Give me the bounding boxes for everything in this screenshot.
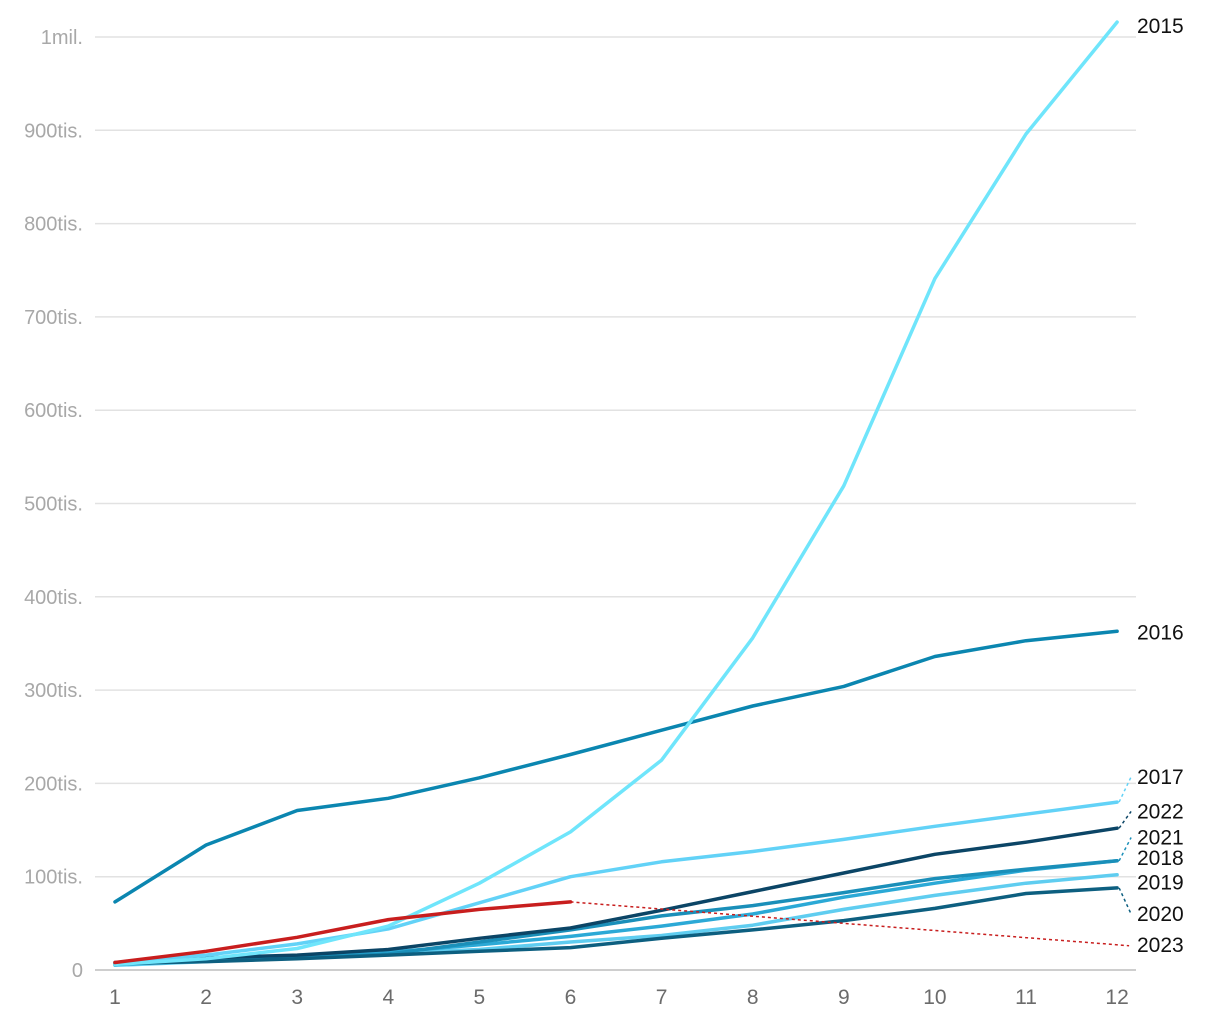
x-tick-label: 8: [747, 986, 759, 1009]
x-tick-label: 12: [1105, 986, 1128, 1009]
y-tick-label: 1mil.: [41, 27, 83, 49]
series-line-2015: [113, 20, 1119, 967]
x-tick-label: 7: [656, 986, 668, 1009]
x-tick-label: 10: [923, 986, 946, 1009]
x-tick-label: 5: [474, 986, 486, 1009]
y-tick-label: 600tis.: [24, 400, 83, 422]
x-tick-label: 3: [291, 986, 303, 1009]
y-tick-label: 400tis.: [24, 587, 83, 609]
series-label-2015: 2015: [1137, 15, 1184, 38]
x-tick-label: 11: [1015, 986, 1037, 1009]
gridlines: [95, 36, 1136, 971]
series-line-2017: [113, 800, 1119, 965]
series-line-2016: [113, 629, 1119, 904]
label-leader-2020: [1118, 887, 1132, 915]
y-tick-label: 0: [72, 960, 83, 982]
series-line-2020: [113, 886, 1119, 966]
y-tick-label: 500tis.: [24, 494, 83, 516]
x-tick-label: 9: [838, 986, 850, 1009]
y-tick-label: 200tis.: [24, 773, 83, 795]
y-tick-label: 300tis.: [24, 680, 83, 702]
y-tick-label: 700tis.: [24, 307, 83, 329]
y-tick-label: 900tis.: [24, 120, 83, 142]
series-label-2017: 2017: [1137, 766, 1184, 789]
y-tick-label: 800tis.: [24, 214, 83, 236]
series-lines: [113, 20, 1132, 968]
label-leader-2017: [1118, 776, 1132, 803]
series-line-2023: [113, 900, 573, 965]
series-label-2021: 2021: [1137, 827, 1184, 850]
series-label-2016: 2016: [1137, 621, 1184, 644]
series-label-2020: 2020: [1137, 903, 1184, 926]
y-tick-label: 100tis.: [24, 867, 83, 889]
x-tick-label: 4: [382, 986, 394, 1009]
x-tick-label: 1: [109, 986, 121, 1009]
label-leader-2022: [1118, 810, 1132, 829]
series-label-2022: 2022: [1137, 800, 1184, 823]
x-axis-tick-labels: 1 2 3 4 5 6 7 8 9 10 11 12: [109, 986, 1129, 1009]
series-label-2019: 2019: [1137, 871, 1184, 894]
x-tick-label: 2: [200, 986, 212, 1009]
series-label-2018: 2018: [1137, 847, 1184, 870]
series-line-2022: [113, 826, 1119, 965]
y-axis-tick-labels: 0 100tis. 200tis. 300tis. 400tis. 500tis. 600t…: [24, 27, 83, 982]
series-label-2023: 2023: [1137, 934, 1184, 957]
label-leader-2021: [1118, 837, 1132, 862]
x-tick-label: 6: [565, 986, 577, 1009]
